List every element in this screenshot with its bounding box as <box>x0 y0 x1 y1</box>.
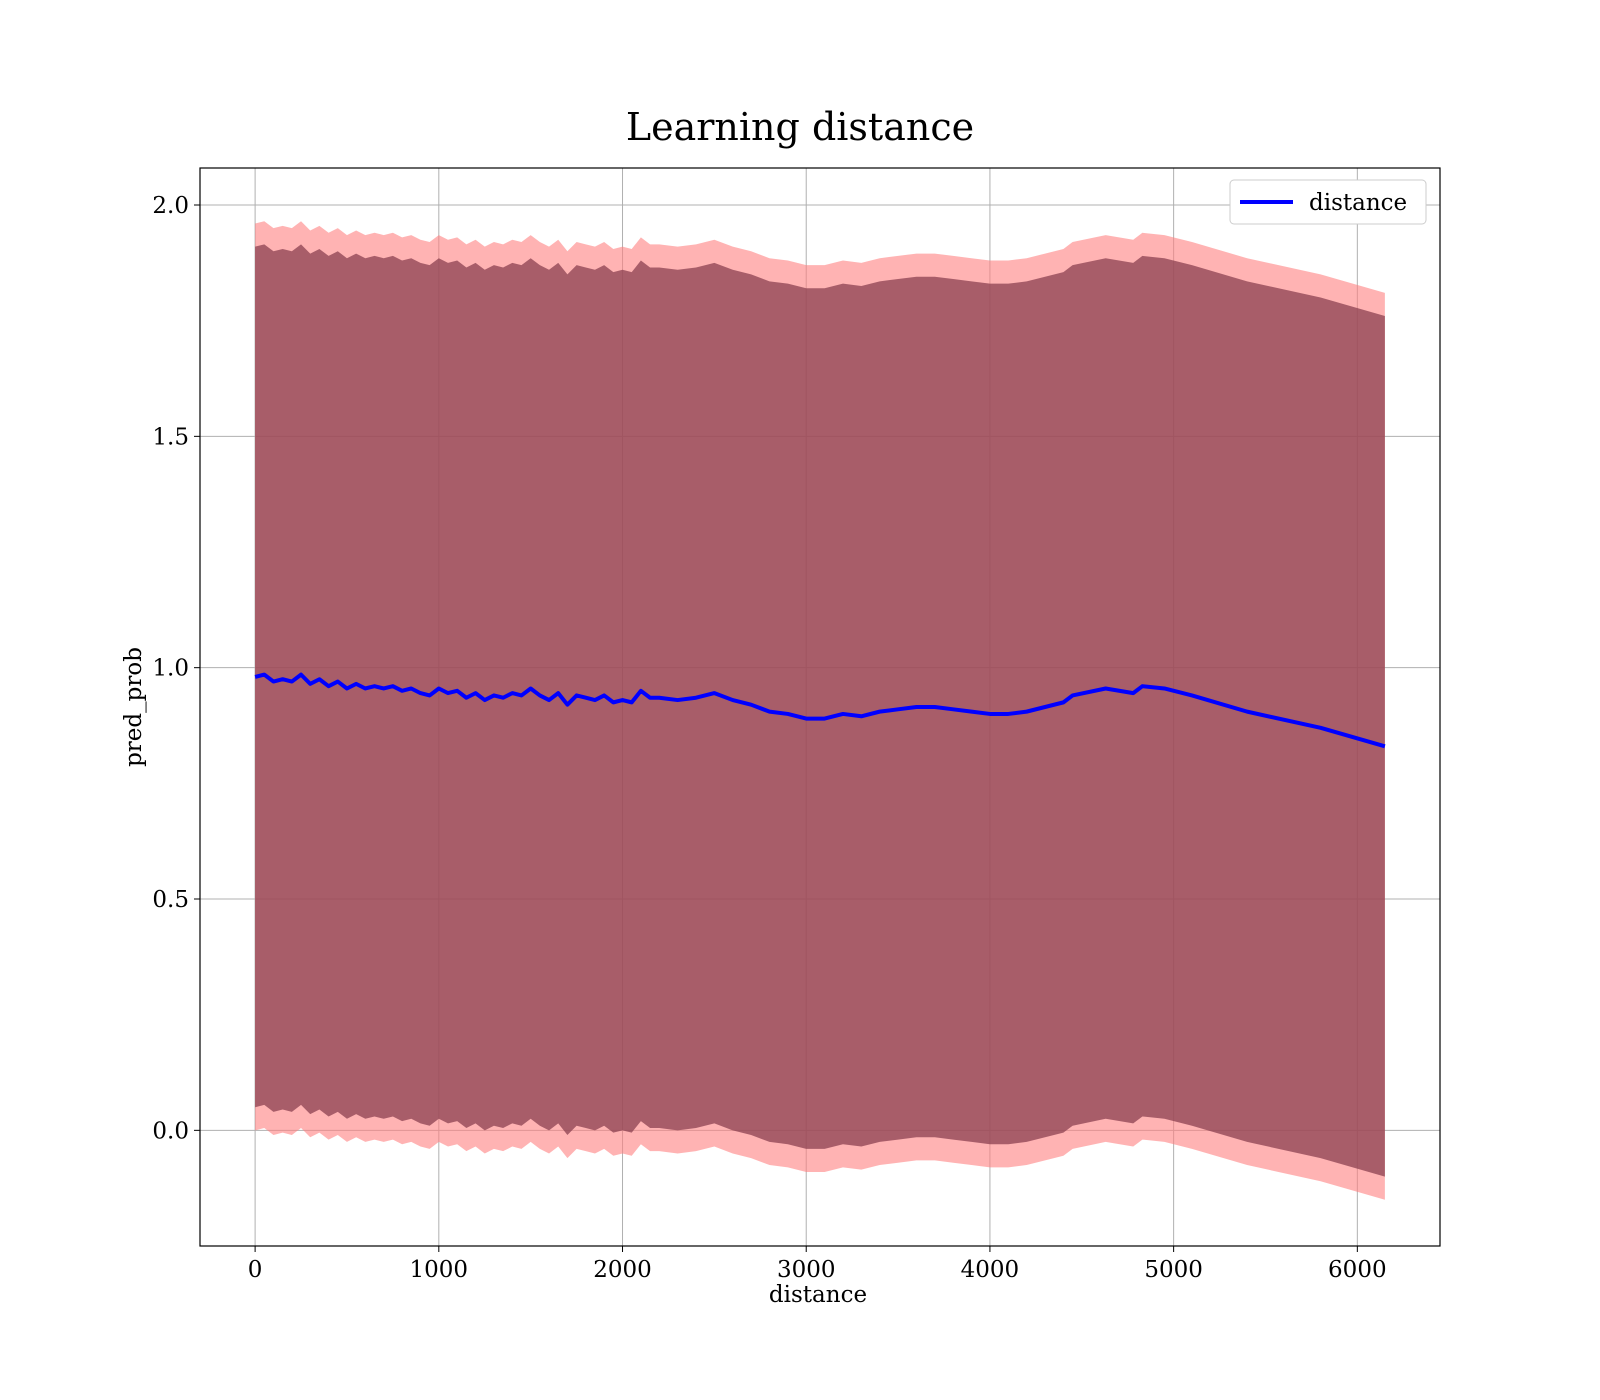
y-ticks: 0.0 0.5 1.0 1.5 2.0 <box>152 193 200 1144</box>
plot-frame <box>199 167 1441 1247</box>
x-tick-label: 5000 <box>1144 1257 1203 1283</box>
y-tick-label: 0.0 <box>152 1118 189 1144</box>
legend-label: distance <box>1309 190 1407 216</box>
series-lines <box>254 672 1386 749</box>
x-tick-label: 6000 <box>1328 1257 1387 1283</box>
x-tick-label: 4000 <box>961 1257 1020 1283</box>
x-tick-label: 1000 <box>410 1257 469 1283</box>
x-tick-label: 0 <box>248 1257 263 1283</box>
legend-box <box>1229 179 1427 225</box>
x-axis-label: distance <box>769 1282 867 1308</box>
band-inner <box>255 244 1385 1177</box>
y-tick-label: 1.5 <box>152 424 189 450</box>
x-tick-label: 3000 <box>777 1257 836 1283</box>
y-axis-label: pred_prob <box>121 647 147 767</box>
bands <box>255 221 1385 1200</box>
y-tick-label: 1.0 <box>152 656 189 682</box>
y-tick-label: 0.5 <box>152 887 189 913</box>
series-line-distance <box>254 672 1386 749</box>
legend: distance <box>1229 179 1427 225</box>
y-tick-label: 2.0 <box>152 193 189 219</box>
x-ticks: 0 1000 2000 3000 4000 5000 6000 <box>248 1246 1387 1283</box>
x-tick-label: 2000 <box>593 1257 652 1283</box>
chart-title: Learning distance <box>626 105 974 149</box>
